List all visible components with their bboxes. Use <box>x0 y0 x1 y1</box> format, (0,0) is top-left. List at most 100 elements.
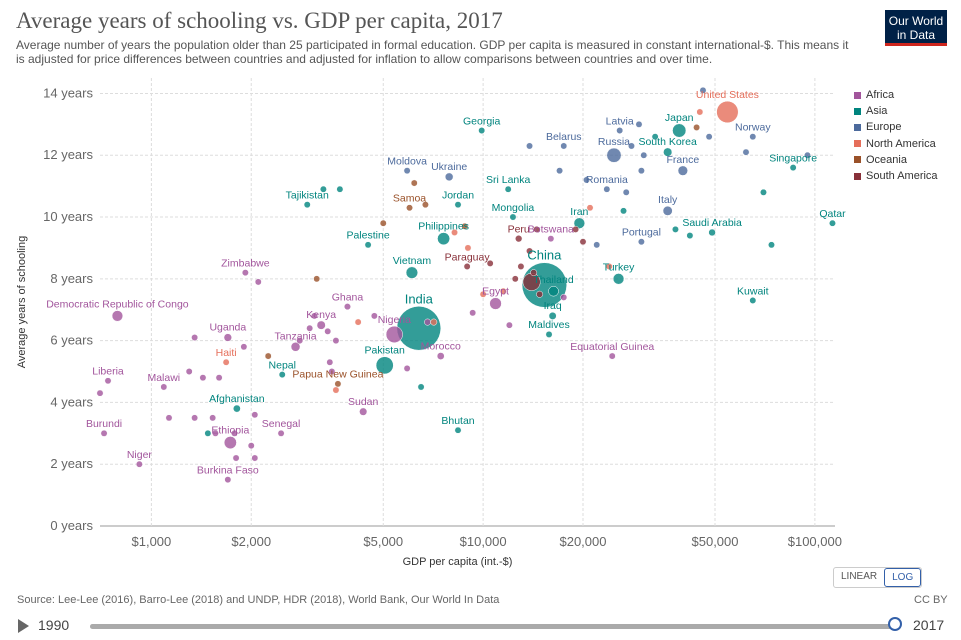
data-point <box>251 454 259 462</box>
data-point <box>608 352 616 360</box>
data-point <box>379 219 387 227</box>
data-point <box>100 429 108 437</box>
point-label: United States <box>696 89 759 101</box>
x-axis-label: GDP per capita (int.-$) <box>403 556 513 568</box>
logo-line-2: in Data <box>896 28 936 42</box>
point-label: Tanzania <box>275 330 317 342</box>
timeline-fill <box>90 624 898 629</box>
data-point <box>444 172 454 182</box>
point-label: Tajikistan <box>286 189 329 201</box>
data-point <box>332 386 340 394</box>
data-point <box>464 244 472 252</box>
legend-swatch <box>854 140 861 148</box>
data-point <box>222 358 230 366</box>
x-tick-label: $1,000 <box>132 534 172 549</box>
point-label: Sri Lanka <box>486 174 531 186</box>
point-label: Ethiopia <box>211 424 249 436</box>
data-point <box>247 442 255 450</box>
data-point <box>240 343 248 351</box>
y-axis-label: Average years of schooling <box>16 236 28 369</box>
point-label: Saudi Arabia <box>682 217 742 229</box>
data-point <box>616 127 624 134</box>
point-label: Egypt <box>482 286 509 298</box>
data-point <box>478 127 486 134</box>
data-point <box>405 266 419 279</box>
data-point <box>334 380 342 388</box>
point-label: Democratic Republic of Congo <box>46 299 189 311</box>
data-point <box>251 411 259 419</box>
play-icon[interactable] <box>18 619 29 633</box>
logo-line-1: Our World <box>888 14 944 28</box>
data-point <box>375 356 394 375</box>
point-label: Senegal <box>262 418 301 430</box>
data-point <box>768 241 775 249</box>
scale-toggle[interactable]: LINEAR LOG <box>833 567 923 588</box>
y-tick-label: 14 years <box>43 85 93 100</box>
data-point <box>505 321 513 329</box>
point-label: Nepal <box>269 359 296 371</box>
data-point <box>749 297 757 304</box>
log-button[interactable]: LOG <box>884 568 922 587</box>
data-point <box>410 179 418 187</box>
data-point <box>336 185 344 193</box>
legend-label: Europe <box>866 121 902 134</box>
linear-button[interactable]: LINEAR <box>841 571 878 582</box>
data-point <box>233 404 241 413</box>
data-point <box>606 147 622 163</box>
y-tick-label: 0 years <box>50 518 93 533</box>
point-label: Palestine <box>346 230 389 242</box>
timeline-handle[interactable] <box>888 617 902 631</box>
data-point <box>705 133 713 141</box>
data-point <box>204 429 212 437</box>
data-point <box>742 148 750 156</box>
data-point <box>515 235 523 243</box>
data-point <box>760 188 767 196</box>
owid-logo[interactable]: Our World in Data <box>885 10 947 46</box>
data-point <box>364 241 372 249</box>
legend-item[interactable]: Africa <box>854 87 938 103</box>
data-point <box>829 219 836 227</box>
point-label: Sudan <box>348 396 379 408</box>
data-point <box>232 454 240 462</box>
data-point <box>612 273 625 285</box>
data-point <box>469 309 477 317</box>
data-point <box>332 337 340 345</box>
license-link[interactable]: CC BY <box>914 594 948 606</box>
legend-item[interactable]: Oceania <box>854 152 938 168</box>
data-point <box>628 142 635 150</box>
data-point <box>454 201 462 209</box>
source-note[interactable]: Source: Lee-Lee (2016), Barro-Lee (2018)… <box>17 594 500 606</box>
data-point <box>517 263 525 270</box>
data-point <box>385 325 403 343</box>
data-point <box>533 225 541 233</box>
data-point <box>708 228 716 237</box>
data-point <box>354 318 362 326</box>
legend-item[interactable]: North America <box>854 136 938 152</box>
point-label: Vietnam <box>393 255 432 267</box>
data-point <box>526 247 533 255</box>
data-point <box>264 352 272 360</box>
legend-item[interactable]: Europe <box>854 119 938 135</box>
point-label: Samoa <box>393 193 426 205</box>
data-point <box>696 108 704 116</box>
data-point <box>586 204 594 212</box>
x-tick-label: $50,000 <box>692 534 739 549</box>
legend-item[interactable]: Asia <box>854 103 938 119</box>
legend-item[interactable]: South America <box>854 168 938 184</box>
y-tick-label: 8 years <box>50 271 93 286</box>
point-label: Japan <box>665 112 694 124</box>
data-point <box>241 269 249 277</box>
data-point <box>489 297 502 310</box>
point-label: France <box>667 154 700 166</box>
data-point <box>231 429 238 437</box>
point-label: Philippines <box>418 221 469 233</box>
data-point <box>603 185 611 193</box>
timeline-track[interactable] <box>90 624 898 629</box>
legend-swatch <box>854 156 861 164</box>
point-label: Maldives <box>528 319 569 331</box>
data-point <box>209 414 217 422</box>
data-point <box>185 368 193 375</box>
data-point <box>536 290 544 298</box>
point-label: India <box>405 291 434 306</box>
data-point <box>545 330 553 338</box>
